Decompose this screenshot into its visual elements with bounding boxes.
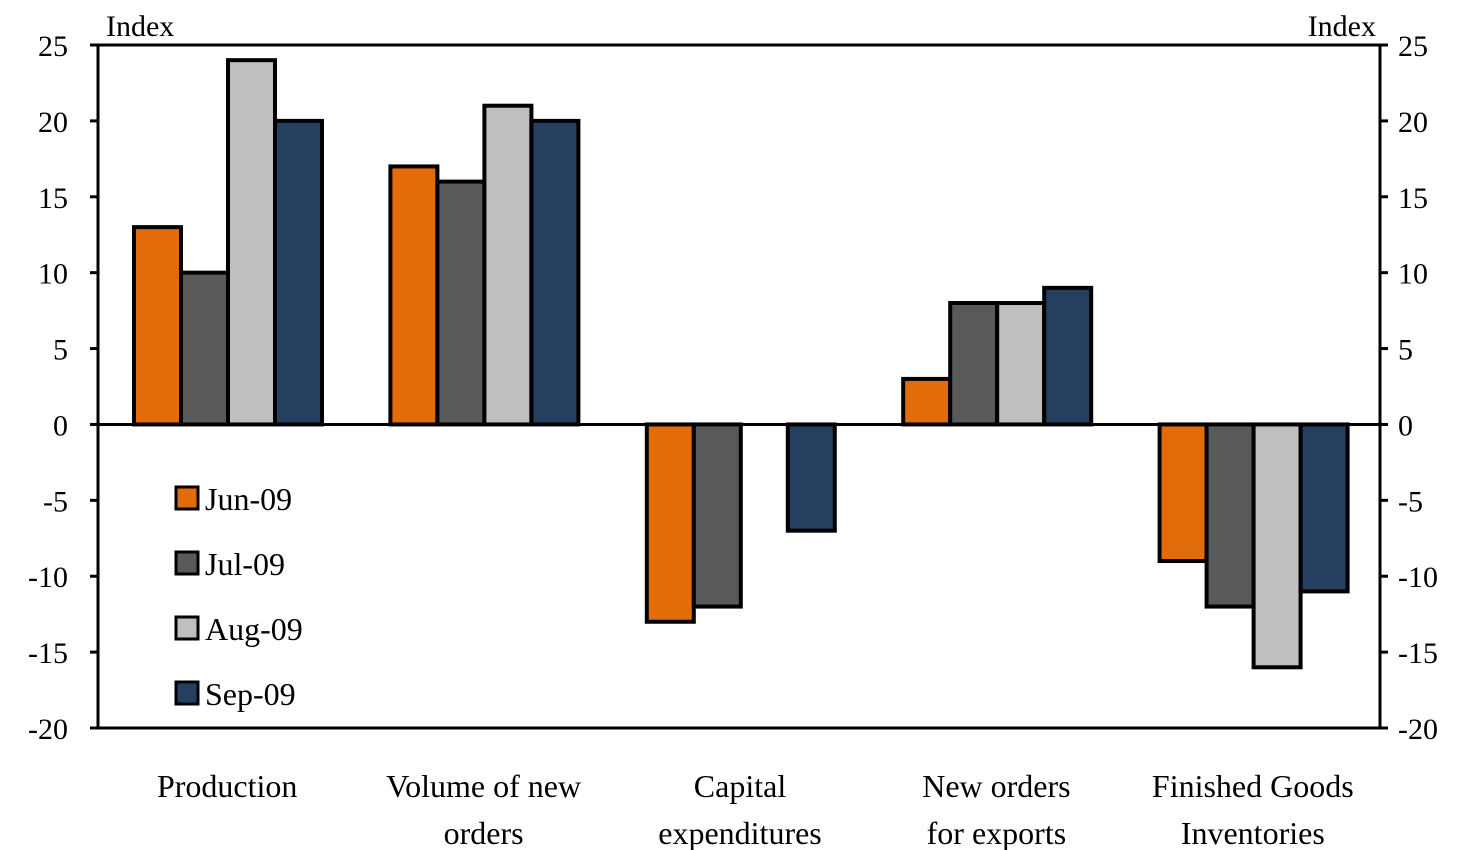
bar-jun-09-cat4 [1157,422,1209,564]
right-axis-unit-label: Index [1308,10,1376,43]
right-tick-label: 15 [1398,182,1428,215]
legend-label: Sep-09 [205,676,296,712]
category-label: expenditures [658,815,822,850]
left-tick-label: -20 [28,713,68,746]
bar-sep-09-cat3 [1042,285,1094,427]
bar-jul-09-cat2 [691,422,743,609]
category-label: New orders [922,768,1070,804]
category-label: for exports [927,815,1067,850]
category-label: Production [157,768,297,804]
legend-label: Aug-09 [205,611,303,647]
legend: Jun-09 Jul-09 Aug-09 Sep-09 [174,481,303,712]
right-tick-label: -20 [1398,713,1438,746]
right-axis-ticks: 25 20 15 10 5 0 -5 -10 -15 -20 [1380,30,1438,746]
legend-label: Jul-09 [205,546,285,582]
category-label: orders [444,815,524,850]
bar-aug-09-cat4 [1251,422,1303,670]
bar-jun-09-cat3 [901,376,953,427]
right-tick-label: 5 [1398,334,1413,367]
left-axis-ticks: 25 20 15 10 5 0 -5 -10 -15 -20 [28,30,98,746]
left-tick-label: 5 [53,334,68,367]
category-label: Volume of new [386,768,581,804]
bar-jul-09-cat3 [948,301,1000,427]
bar-jun-09-cat1 [388,164,440,427]
bar-sep-09-cat0 [273,118,324,427]
left-axis-unit-label: Index [106,10,174,43]
bar-aug-09-cat1 [482,103,534,427]
left-tick-label: -15 [28,637,68,670]
bar-sep-09-cat2 [785,422,837,533]
left-tick-label: 10 [38,258,68,291]
right-tick-label: 25 [1398,30,1428,63]
left-tick-label: 15 [38,182,68,215]
left-tick-label: 0 [53,409,68,442]
legend-swatch-jul-09 [174,550,200,576]
legend-swatch-aug-09 [174,615,200,641]
bar-aug-09-cat3 [995,301,1047,427]
left-tick-label: -10 [28,561,68,594]
bars-group [132,58,1350,670]
bar-sep-09-cat4 [1298,422,1350,594]
bar-jun-09-cat0 [132,225,183,427]
left-tick-label: 20 [38,106,68,139]
bar-sep-09-cat1 [529,118,581,427]
bar-jul-09-cat1 [435,179,487,427]
category-labels: Production Volume of new orders Capital expe… [157,768,1354,850]
right-tick-label: 0 [1398,409,1413,442]
bar-jun-09-cat2 [644,422,696,624]
bar-jul-09-cat4 [1204,422,1256,609]
category-label: Capital [694,768,787,804]
right-tick-label: 20 [1398,106,1428,139]
bar-aug-09-cat0 [226,58,277,427]
right-tick-label: -5 [1398,485,1423,518]
legend-swatch-sep-09 [174,680,200,706]
plot-frame [96,43,1382,730]
bar-jul-09-cat0 [179,270,230,427]
legend-label: Jun-09 [205,481,292,517]
left-tick-label: -5 [43,485,68,518]
category-label: Finished Goods [1152,768,1354,804]
right-tick-label: -15 [1398,637,1438,670]
legend-swatch-jun-09 [174,485,200,511]
category-label: Inventories [1181,815,1325,850]
right-tick-label: 10 [1398,258,1428,291]
right-tick-label: -10 [1398,561,1438,594]
left-tick-label: 25 [38,30,68,63]
